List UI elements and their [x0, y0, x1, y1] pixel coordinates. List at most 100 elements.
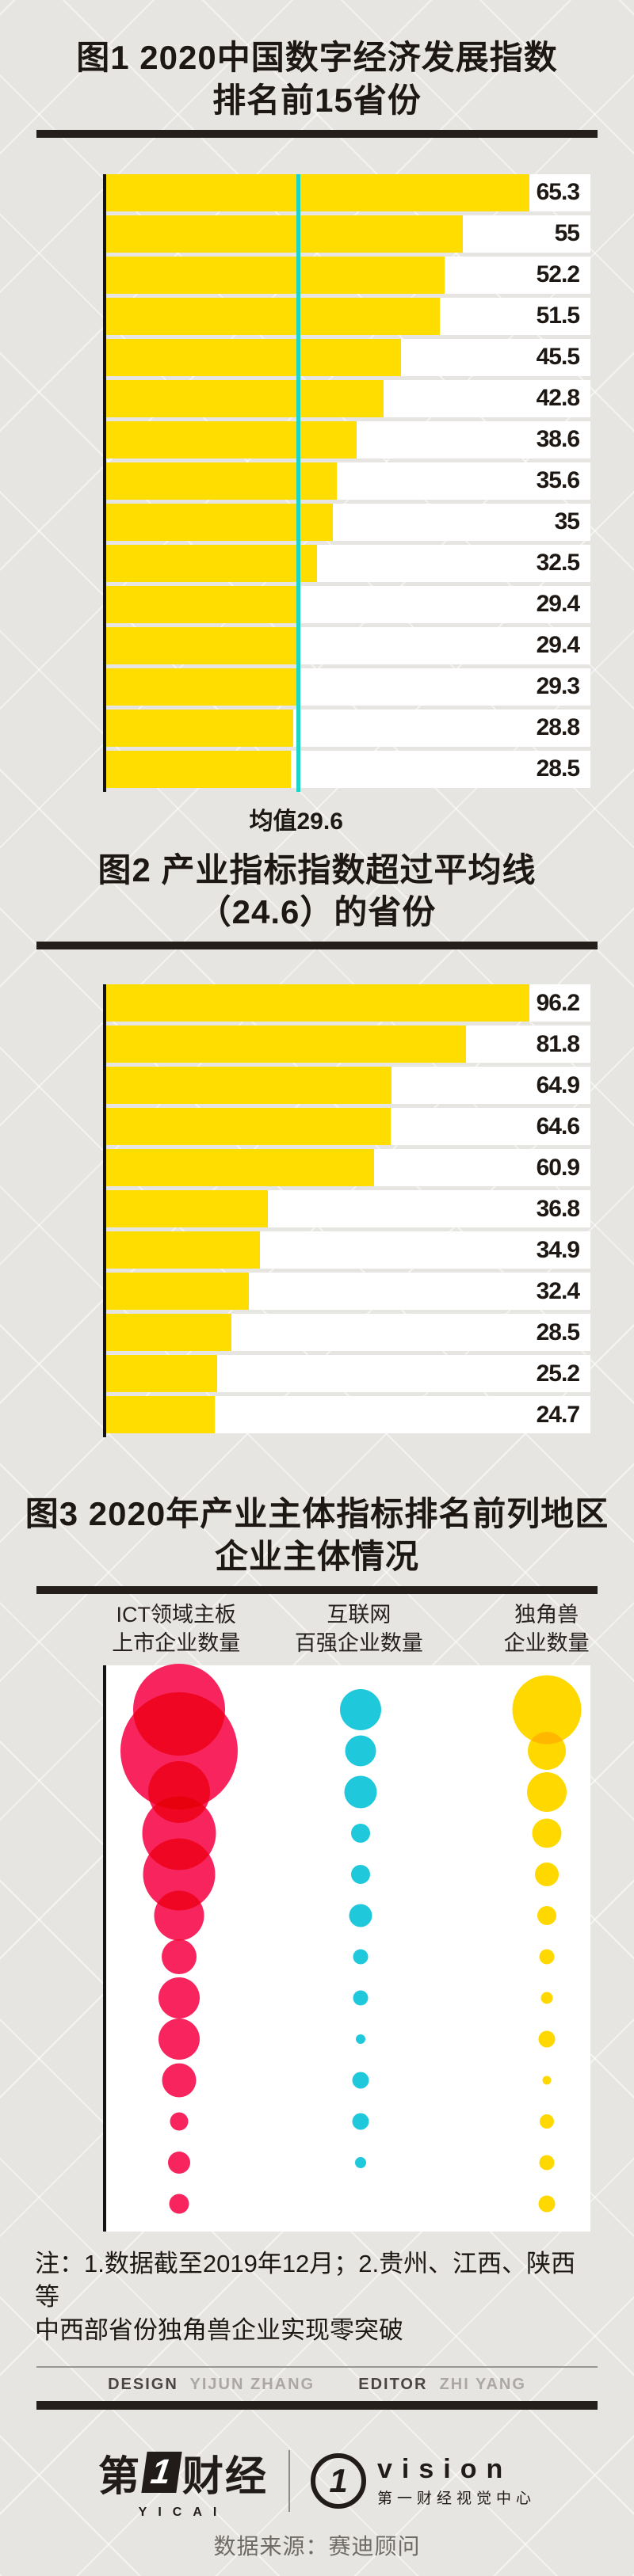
bar-row: 北京81.8: [106, 1025, 590, 1067]
bubble-独角兽企业数量-山东: [539, 1949, 555, 1964]
bar-row: 北京55: [106, 215, 590, 257]
bar-湖南: [106, 626, 297, 664]
bar-row: 四川32.4: [106, 1273, 590, 1314]
bar-江苏: [106, 1108, 391, 1145]
bar-row: 河南35: [106, 503, 590, 545]
value-label: 42.8: [536, 385, 580, 411]
figure-1-title-line1: 图1 2020中国数字经济发展指数: [76, 39, 558, 76]
value-label: 45.5: [536, 344, 580, 370]
title-rule: [36, 942, 598, 949]
bubble-独角兽企业数量-湖北: [540, 1992, 553, 2003]
value-label: 28.5: [536, 1318, 580, 1345]
bubble-ICT领域主板上市企业数量-江西: [167, 2151, 190, 2174]
bar-track: 36.8: [106, 1190, 590, 1227]
bar-河南: [106, 1355, 217, 1392]
bar-浙江: [106, 297, 441, 335]
mean-line: [296, 173, 301, 792]
bubble-row-陕西: 陕西: [106, 2183, 590, 2224]
bar-北京: [106, 1025, 467, 1063]
footnote-line2: 中西部省份独角兽企业实现零突破: [35, 2315, 403, 2344]
bar-row: 浙江51.5: [106, 297, 590, 339]
bar-track: 64.9: [106, 1067, 590, 1104]
bubble-独角兽企业数量-贵州: [540, 2114, 554, 2129]
value-label: 35.6: [536, 467, 580, 493]
bar-福建: [106, 1231, 260, 1269]
figure-3: 图3 2020年产业主体指标排名前列地区 企业主体情况 ICT领域主板 上市企业数…: [0, 1493, 634, 2232]
value-label: 32.4: [536, 1277, 580, 1304]
bar-track: 28.5: [106, 1314, 590, 1351]
bubble-独角兽企业数量-浙江: [532, 1818, 562, 1847]
bar-track: 64.6: [106, 1108, 590, 1145]
bar-河南: [106, 503, 334, 541]
bubble-独角兽企业数量-四川: [538, 2030, 556, 2047]
bar-track: 28.8: [106, 709, 590, 747]
bar-河北: [106, 585, 297, 623]
figure-1-plot: 广东65.3北京55江苏52.2浙江51.5上海45.5山东42.8福建38.6…: [103, 173, 590, 792]
bar-row: 广东65.3: [106, 173, 590, 215]
bar-安徽: [106, 668, 296, 706]
bubble-ICT领域主板上市企业数量-福建: [154, 1890, 204, 1940]
bubble-互联网百强企业数量-四川: [355, 2034, 365, 2044]
figure-1: 图1 2020中国数字经济发展指数 排名前15省份 广东65.3北京55江苏52…: [0, 0, 634, 835]
figure-3-column-headers: ICT领域主板 上市企业数量 互联网 百强企业数量 独角兽 企业数量: [103, 1600, 590, 1661]
value-label: 28.5: [536, 755, 580, 782]
bar-track: 29.4: [106, 626, 590, 664]
value-label: 24.7: [536, 1401, 580, 1428]
bubble-row-山东: 山东: [106, 1936, 590, 1977]
bar-山东: [106, 379, 384, 417]
value-label: 29.4: [536, 591, 580, 617]
title-rule: [36, 129, 598, 138]
bar-重庆: [106, 709, 293, 747]
bubble-ICT领域主板上市企业数量-四川: [158, 2018, 200, 2060]
bar-track: 35: [106, 503, 590, 541]
bubble-互联网百强企业数量-广东: [345, 1735, 376, 1766]
figure-1-title-line2: 排名前15省份: [212, 81, 422, 119]
editor-label: EDITOR: [358, 2375, 428, 2393]
bar-row: 山东36.8: [106, 1190, 590, 1231]
value-label: 52.2: [536, 261, 580, 287]
bar-湖南: [106, 1396, 216, 1433]
vision-one-icon: 1: [311, 2453, 366, 2509]
bubble-互联网百强企业数量-湖南: [352, 2072, 369, 2088]
bubble-ICT领域主板上市企业数量-湖北: [158, 1977, 200, 2019]
bar-track: 45.5: [106, 338, 590, 376]
bar-row: 福建38.6: [106, 420, 590, 462]
bubble-互联网百强企业数量-北京: [339, 1688, 381, 1730]
figure-3-title-line1: 图3 2020年产业主体指标排名前列地区: [25, 1495, 609, 1532]
design-label: DESIGN: [108, 2375, 178, 2393]
value-label: 25.2: [536, 1360, 580, 1387]
bar-湖北: [106, 1314, 232, 1351]
bar-track: 51.5: [106, 297, 590, 335]
bar-row: 江西28.5: [106, 750, 590, 792]
value-label: 35: [554, 508, 580, 535]
editor-name: ZHI YANG: [439, 2375, 526, 2393]
bubble-row-贵州: 贵州: [106, 2101, 590, 2142]
yicai-one-icon: 1: [141, 2452, 182, 2494]
bar-track: 34.9: [106, 1231, 590, 1269]
bubble-互联网百强企业数量-江苏: [350, 1864, 370, 1884]
bar-row: 福建34.9: [106, 1231, 590, 1273]
bar-row: 湖北32.5: [106, 544, 590, 586]
value-label: 38.6: [536, 426, 580, 452]
bubble-row-江苏: 江苏: [106, 1838, 590, 1910]
bar-row: 上海64.9: [106, 1067, 590, 1108]
figure-2-title-line2: （24.6）的省份: [197, 893, 437, 931]
figure-1-title: 图1 2020中国数字经济发展指数 排名前15省份: [24, 36, 610, 122]
logo-divider: [288, 2450, 290, 2513]
value-label: 34.9: [536, 1236, 580, 1263]
value-label: 64.6: [536, 1113, 580, 1140]
bubble-row-湖南: 湖南: [106, 2060, 590, 2101]
bar-row: 湖北28.5: [106, 1314, 590, 1355]
value-label: 81.8: [536, 1030, 580, 1057]
bar-row: 湖南29.4: [106, 626, 590, 668]
yicai-logo-text2: 财经: [181, 2453, 268, 2500]
bar-track: 42.8: [106, 379, 590, 417]
bubble-独角兽企业数量-陕西: [538, 2195, 556, 2212]
bar-row: 山东42.8: [106, 379, 590, 421]
bar-track: 25.2: [106, 1355, 590, 1392]
bar-上海: [106, 338, 402, 376]
bar-track: 32.5: [106, 544, 590, 582]
vision-word: vision: [377, 2454, 513, 2485]
bubble-互联网百强企业数量-浙江: [350, 1823, 370, 1843]
bar-row: 广东96.2: [106, 984, 590, 1025]
